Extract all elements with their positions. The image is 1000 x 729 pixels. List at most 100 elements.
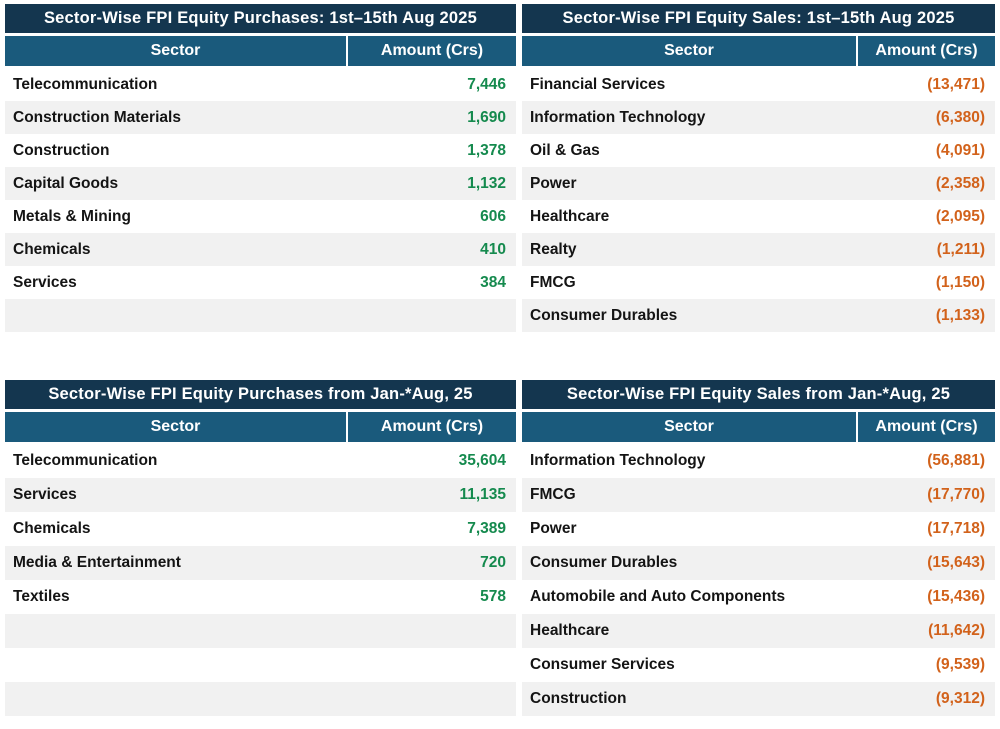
table-row: Financial Services (13,471) [522, 68, 995, 101]
sector-cell: Consumer Services [530, 656, 675, 673]
column-header-sector: Sector [664, 418, 714, 435]
sector-cell: Services [13, 273, 77, 291]
table-row: Realty (1,211) [522, 233, 995, 266]
table-row: Media & Entertainment 720 [5, 546, 516, 580]
table-title: Sector-Wise FPI Equity Purchases from Ja… [5, 380, 516, 409]
table-body: Financial Services (13,471) Information Te… [522, 68, 995, 332]
amount-cell: (17,770) [927, 486, 985, 503]
table-row: Construction 1,378 [5, 134, 516, 167]
sector-cell: Power [530, 520, 577, 537]
table-title: Sector-Wise FPI Equity Sales from Jan-*A… [522, 380, 995, 409]
sector-cell: Services [13, 486, 77, 503]
sector-cell: Healthcare [530, 207, 610, 225]
table-row: Power (2,358) [522, 167, 995, 200]
amount-cell: (4,091) [935, 141, 985, 159]
table-body: Information Technology (56,881) FMCG (17,77… [522, 444, 995, 716]
amount-cell: 7,389 [467, 520, 506, 537]
sector-cell: Power [530, 174, 577, 192]
table-row: Consumer Durables (1,133) [522, 299, 995, 332]
amount-cell: (15,643) [927, 554, 985, 571]
table-row [5, 299, 516, 332]
table-row: Healthcare (2,095) [522, 200, 995, 233]
sector-cell: Automobile and Auto Components [530, 588, 786, 605]
column-header-amount: Amount (Crs) [346, 412, 516, 442]
table-row: Services 11,135 [5, 478, 516, 512]
sector-cell: Capital Goods [13, 174, 119, 192]
column-header-amount: Amount (Crs) [856, 412, 995, 442]
sector-cell: Metals & Mining [13, 207, 131, 225]
amount-cell: (1,133) [935, 306, 985, 324]
table-row [5, 682, 516, 716]
table-row: Construction (9,312) [522, 682, 995, 716]
amount-cell: (11,642) [928, 622, 985, 639]
amount-cell: (56,881) [927, 452, 985, 469]
table-row: Information Technology (6,380) [522, 101, 995, 134]
table-title: Sector-Wise FPI Equity Sales: 1st–15th A… [522, 4, 995, 33]
amount-cell: 384 [480, 273, 506, 291]
table-body: Telecommunication 35,604 Services 11,135 Che… [5, 444, 516, 716]
sector-cell: Telecommunication [13, 75, 158, 93]
sector-cell: FMCG [530, 273, 576, 291]
sector-cell: Construction [13, 141, 110, 159]
table-row: Textiles 578 [5, 580, 516, 614]
amount-cell: 410 [480, 240, 506, 258]
table-row: Chemicals 7,389 [5, 512, 516, 546]
table-row: FMCG (17,770) [522, 478, 995, 512]
sector-cell: Healthcare [530, 622, 610, 639]
amount-cell: (9,312) [935, 690, 985, 707]
amount-cell: (2,358) [935, 174, 985, 192]
sector-cell: Realty [530, 240, 577, 258]
table-row: Telecommunication 35,604 [5, 444, 516, 478]
amount-cell: (6,380) [935, 108, 985, 126]
sector-cell: Oil & Gas [530, 141, 600, 159]
table-row: Consumer Services (9,539) [522, 648, 995, 682]
sector-cell: Financial Services [530, 75, 666, 93]
sector-cell: Telecommunication [13, 452, 158, 469]
column-header-amount: Amount (Crs) [346, 36, 516, 66]
column-header-amount: Amount (Crs) [856, 36, 995, 66]
amount-cell: 1,132 [467, 174, 506, 192]
sector-cell: Construction Materials [13, 108, 181, 126]
table-row: Metals & Mining 606 [5, 200, 516, 233]
column-header-sector: Sector [150, 42, 201, 59]
amount-cell: (1,211) [936, 240, 985, 258]
table-column-header-row: Sector Amount (Crs) [522, 36, 995, 66]
table-sales-ytd: Sector-Wise FPI Equity Sales from Jan-*A… [522, 380, 995, 716]
sector-cell: FMCG [530, 486, 576, 503]
amount-cell: (17,718) [927, 520, 985, 537]
sector-cell: Construction [530, 690, 627, 707]
amount-cell: (9,539) [935, 656, 985, 673]
sector-cell: Chemicals [13, 240, 91, 258]
amount-cell: 7,446 [467, 75, 506, 93]
table-row: FMCG (1,150) [522, 266, 995, 299]
sector-cell: Media & Entertainment [13, 554, 181, 571]
sector-cell: Consumer Durables [530, 306, 678, 324]
sector-cell: Information Technology [530, 452, 706, 469]
amount-cell: (2,095) [935, 207, 985, 225]
table-row: Automobile and Auto Components (15,436) [522, 580, 995, 614]
amount-cell: (15,436) [927, 588, 985, 605]
table-row: Telecommunication 7,446 [5, 68, 516, 101]
table-row: Information Technology (56,881) [522, 444, 995, 478]
table-row: Services 384 [5, 266, 516, 299]
amount-cell: 606 [480, 207, 506, 225]
amount-cell: 720 [480, 554, 506, 571]
column-header-sector: Sector [664, 42, 714, 59]
amount-cell: (1,150) [935, 273, 985, 291]
table-row: Chemicals 410 [5, 233, 516, 266]
column-header-sector: Sector [150, 418, 201, 435]
table-row [5, 614, 516, 648]
sector-cell: Information Technology [530, 108, 706, 126]
table-row: Consumer Durables (15,643) [522, 546, 995, 580]
amount-cell: 1,690 [467, 108, 506, 126]
table-row: Oil & Gas (4,091) [522, 134, 995, 167]
table-row: Construction Materials 1,690 [5, 101, 516, 134]
amount-cell: 11,135 [459, 486, 506, 503]
amount-cell: 35,604 [458, 452, 506, 469]
amount-cell: 578 [480, 588, 506, 605]
table-purchases-aug: Sector-Wise FPI Equity Purchases: 1st–15… [5, 4, 516, 332]
table-row [5, 648, 516, 682]
amount-cell: 1,378 [467, 141, 506, 159]
table-row: Capital Goods 1,132 [5, 167, 516, 200]
